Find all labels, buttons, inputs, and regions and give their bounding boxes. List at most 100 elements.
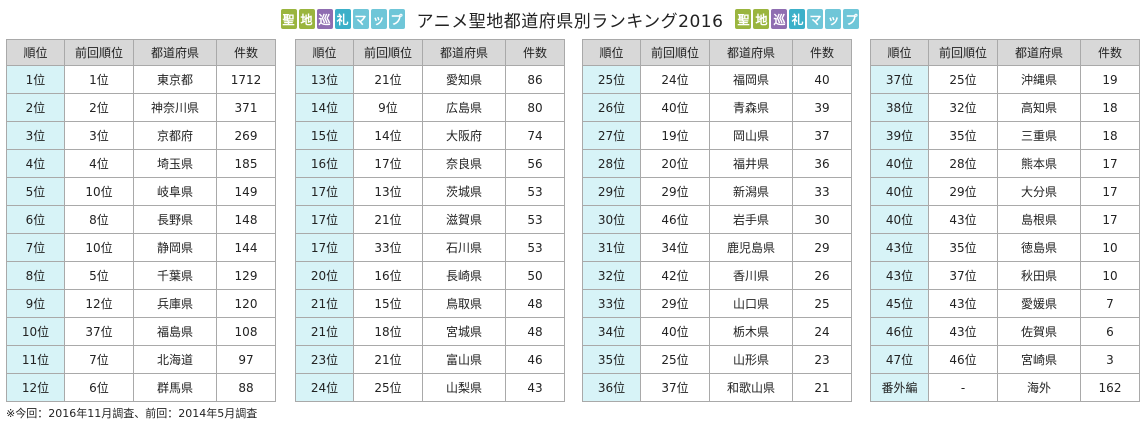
prefecture-cell: 岐阜県 bbox=[133, 177, 217, 206]
prefecture-cell: 静岡県 bbox=[133, 233, 217, 262]
prefecture-cell: 佐賀県 bbox=[997, 317, 1081, 346]
previous-rank-cell: 21位 bbox=[353, 205, 423, 234]
prefecture-cell: 熊本県 bbox=[997, 149, 1081, 178]
table-row: 4位 4位 埼玉県 185 bbox=[6, 149, 276, 178]
rank-cell: 33位 bbox=[582, 289, 641, 318]
previous-rank-cell: 5位 bbox=[64, 261, 134, 290]
count-cell: 86 bbox=[505, 65, 565, 94]
table-row: 26位 40位 青森県 39 bbox=[582, 93, 852, 122]
count-cell: 36 bbox=[792, 149, 852, 178]
previous-rank-cell: 33位 bbox=[353, 233, 423, 262]
rank-cell: 4位 bbox=[6, 149, 65, 178]
count-cell: 26 bbox=[792, 261, 852, 290]
table-row: 33位 29位 山口県 25 bbox=[582, 289, 852, 318]
table-row: 31位 34位 鹿児島県 29 bbox=[582, 233, 852, 262]
prefecture-cell: 沖縄県 bbox=[997, 65, 1081, 94]
rank-cell: 47位 bbox=[870, 345, 929, 374]
rank-cell: 40位 bbox=[870, 149, 929, 178]
count-cell: 269 bbox=[216, 121, 276, 150]
count-cell: 30 bbox=[792, 205, 852, 234]
table-row: 17位 33位 石川県 53 bbox=[295, 233, 565, 262]
rank-cell: 15位 bbox=[295, 121, 354, 150]
count-cell: 148 bbox=[216, 205, 276, 234]
count-cell: 48 bbox=[505, 317, 565, 346]
previous-rank-cell: 13位 bbox=[353, 177, 423, 206]
ranking-table-2: 順位 前回順位 都道府県 件数 13位 21位 愛知県 86 14位 9位 広島県 80 15位 14位大… bbox=[295, 39, 565, 402]
previous-rank-cell: 17位 bbox=[353, 149, 423, 178]
previous-rank-cell: 46位 bbox=[928, 345, 998, 374]
header-previous-rank: 前回順位 bbox=[640, 39, 710, 66]
rank-cell: 6位 bbox=[6, 205, 65, 234]
prefecture-cell: 福井県 bbox=[709, 149, 793, 178]
rank-cell: 11位 bbox=[6, 345, 65, 374]
table-row: 10位 37位 福島県 108 bbox=[6, 317, 276, 346]
count-cell: 6 bbox=[1080, 317, 1140, 346]
table-row: 12位 6位 群馬県 88 bbox=[6, 373, 276, 402]
rank-cell: 27位 bbox=[582, 121, 641, 150]
prefecture-cell: 茨城県 bbox=[422, 177, 506, 206]
rank-cell: 13位 bbox=[295, 65, 354, 94]
logo-tile: 巡 bbox=[771, 9, 788, 29]
logo-tile: ッ bbox=[370, 9, 387, 29]
previous-rank-cell: 4位 bbox=[64, 149, 134, 178]
rank-cell: 14位 bbox=[295, 93, 354, 122]
previous-rank-cell: 9位 bbox=[353, 93, 423, 122]
rank-cell: 35位 bbox=[582, 345, 641, 374]
prefecture-cell: 富山県 bbox=[422, 345, 506, 374]
count-cell: 39 bbox=[792, 93, 852, 122]
count-cell: 48 bbox=[505, 289, 565, 318]
prefecture-cell: 栃木県 bbox=[709, 317, 793, 346]
prefecture-cell: 群馬県 bbox=[133, 373, 217, 402]
table-row: 37位 25位 沖縄県 19 bbox=[870, 65, 1140, 94]
count-cell: 1712 bbox=[216, 65, 276, 94]
table-row: 21位 15位 鳥取県 48 bbox=[295, 289, 565, 318]
logo-tile: 巡 bbox=[316, 9, 333, 29]
rank-cell: 10位 bbox=[6, 317, 65, 346]
prefecture-cell: 宮城県 bbox=[422, 317, 506, 346]
table-row: 35位 25位 山形県 23 bbox=[582, 345, 852, 374]
previous-rank-cell: 6位 bbox=[64, 373, 134, 402]
prefecture-cell: 埼玉県 bbox=[133, 149, 217, 178]
previous-rank-cell: 25位 bbox=[928, 65, 998, 94]
previous-rank-cell: 43位 bbox=[928, 289, 998, 318]
table-row: 20位 16位 長崎県 50 bbox=[295, 261, 565, 290]
header-previous-rank: 前回順位 bbox=[64, 39, 134, 66]
prefecture-cell: 島根県 bbox=[997, 205, 1081, 234]
header-previous-rank: 前回順位 bbox=[353, 39, 423, 66]
table-row: 番外編 - 海外 162 bbox=[870, 373, 1140, 402]
count-cell: 53 bbox=[505, 177, 565, 206]
prefecture-cell: 新潟県 bbox=[709, 177, 793, 206]
logo-tile: プ bbox=[388, 9, 405, 29]
table-row: 32位 42位 香川県 26 bbox=[582, 261, 852, 290]
survey-note: ※今回：2016年11月調査、前回：2014年5月調査 bbox=[6, 407, 258, 420]
rank-cell: 34位 bbox=[582, 317, 641, 346]
table-row: 14位 9位 広島県 80 bbox=[295, 93, 565, 122]
prefecture-cell: 兵庫県 bbox=[133, 289, 217, 318]
previous-rank-cell: 7位 bbox=[64, 345, 134, 374]
rank-cell: 23位 bbox=[295, 345, 354, 374]
table-row: 1位 1位 東京都 1712 bbox=[6, 65, 276, 94]
rank-cell: 17位 bbox=[295, 205, 354, 234]
table-row: 17位 13位 茨城県 53 bbox=[295, 177, 565, 206]
previous-rank-cell: 29位 bbox=[640, 177, 710, 206]
header-count: 件数 bbox=[792, 39, 852, 66]
prefecture-cell: 山形県 bbox=[709, 345, 793, 374]
previous-rank-cell: 43位 bbox=[928, 317, 998, 346]
rank-cell: 29位 bbox=[582, 177, 641, 206]
table-row: 23位 21位 富山県 46 bbox=[295, 345, 565, 374]
rank-cell: 43位 bbox=[870, 261, 929, 290]
count-cell: 17 bbox=[1080, 149, 1140, 178]
table-row: 24位 25位 山梨県 43 bbox=[295, 373, 565, 402]
ranking-table-4: 順位 前回順位 都道府県 件数 37位 25位 沖縄県 19 38位 32位 高知県 18 39位 35位… bbox=[870, 39, 1140, 402]
table-row: 29位 29位 新潟県 33 bbox=[582, 177, 852, 206]
count-cell: 37 bbox=[792, 121, 852, 150]
previous-rank-cell: 34位 bbox=[640, 233, 710, 262]
prefecture-cell: 滋賀県 bbox=[422, 205, 506, 234]
previous-rank-cell: 10位 bbox=[64, 177, 134, 206]
previous-rank-cell: 20位 bbox=[640, 149, 710, 178]
table-header-row: 順位 前回順位 都道府県 件数 bbox=[870, 39, 1140, 66]
ranking-table-3: 順位 前回順位 都道府県 件数 25位 24位 福岡県 40 26位 40位 青森県 39 27位 19位… bbox=[582, 39, 852, 402]
count-cell: 3 bbox=[1080, 345, 1140, 374]
rank-cell: 40位 bbox=[870, 177, 929, 206]
header-rank: 順位 bbox=[582, 39, 641, 66]
